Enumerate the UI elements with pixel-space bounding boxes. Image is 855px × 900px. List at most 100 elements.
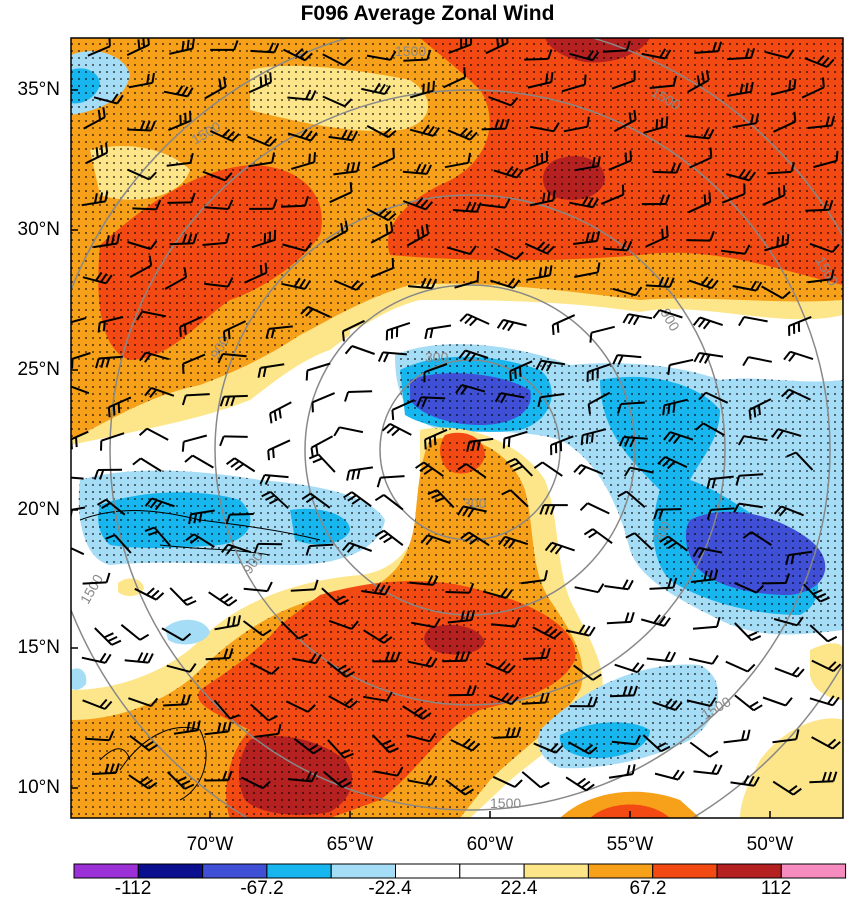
- wind-barb: [371, 734, 399, 754]
- wind-barb: [333, 161, 361, 176]
- wind-barb: [447, 609, 476, 624]
- wind-barb: [612, 354, 642, 366]
- wind-barb: [136, 310, 166, 321]
- wind-barb: [210, 40, 239, 51]
- wind-barb: [144, 526, 171, 547]
- wind-barb: [667, 358, 694, 376]
- wind-barb: [613, 109, 637, 133]
- wind-barb: [442, 651, 471, 663]
- plot-frame: [70, 37, 844, 819]
- wind-barb: [550, 435, 574, 456]
- wind-barb: [391, 399, 415, 420]
- wind-barb: [457, 463, 487, 479]
- wind-barb: [126, 38, 150, 57]
- map-title: F096 Average Zonal Wind: [300, 2, 555, 25]
- colorbar-swatch: [716, 863, 782, 879]
- wind-barb: [687, 192, 712, 214]
- wind-barb: [219, 435, 248, 447]
- wind-barb: [804, 54, 835, 68]
- wind-barb: [485, 38, 509, 55]
- longitude-label: 70°W: [186, 834, 234, 855]
- wind-barb: [283, 47, 313, 62]
- colorbar-tick-label: -67.2: [240, 878, 284, 899]
- wind-barb: [663, 431, 694, 444]
- colorbar-swatch: [652, 863, 718, 879]
- wind-barb: [640, 614, 671, 627]
- wind-barb: [773, 111, 797, 133]
- wind-barb: [603, 240, 633, 252]
- wind-barb: [285, 700, 316, 713]
- wind-barb: [520, 570, 548, 585]
- wind-barb: [202, 170, 233, 182]
- wind-barb: [544, 541, 575, 555]
- wind-barb: [406, 732, 437, 743]
- wind-barb: [333, 426, 364, 437]
- wind-barb: [328, 129, 358, 142]
- wind-barb: [94, 627, 122, 646]
- wind-barb: [809, 624, 838, 643]
- wind-barb: [689, 741, 719, 758]
- wind-barb: [446, 245, 477, 255]
- wind-barb: [280, 195, 309, 208]
- wind-barb: [573, 463, 604, 475]
- wind-barb: [533, 461, 563, 477]
- wind-barb: [761, 285, 791, 300]
- wind-barb: [173, 720, 201, 735]
- wind-barb: [169, 38, 195, 55]
- wind-barb: [222, 320, 247, 342]
- wind-barb: [690, 569, 719, 583]
- wind-barb: [734, 581, 765, 594]
- wind-barb: [281, 277, 312, 290]
- wind-barb: [602, 40, 631, 53]
- wind-barb: [293, 738, 323, 755]
- wind-barb: [498, 535, 529, 549]
- wind-barb: [732, 113, 760, 129]
- wind-barb: [811, 659, 842, 672]
- wind-barb: [328, 695, 358, 709]
- wind-barb: [250, 42, 280, 54]
- wind-barb: [649, 577, 678, 590]
- wind-barb: [809, 771, 838, 784]
- wind-barb: [524, 150, 549, 171]
- wind-barb: [344, 345, 375, 355]
- colorbar-swatch: [73, 863, 139, 879]
- wind-barb: [423, 363, 448, 383]
- wind-barb: [457, 505, 487, 518]
- wind-barb: [214, 615, 241, 631]
- wind-barb: [287, 89, 317, 101]
- wind-barb: [204, 277, 234, 288]
- wind-barb: [305, 543, 334, 556]
- wind-barb: [773, 616, 804, 627]
- wind-barb: [725, 660, 756, 673]
- wind-barb: [561, 74, 587, 93]
- wind-barb: [248, 152, 276, 168]
- wind-barb: [652, 162, 682, 174]
- wind-barb: [524, 49, 553, 61]
- wind-barb: [445, 583, 475, 594]
- wind-barb: [241, 776, 271, 790]
- wind-barb: [565, 776, 595, 792]
- wind-barb: [807, 115, 836, 129]
- field-se-yellow: [740, 718, 843, 818]
- wind-barb: [527, 72, 554, 89]
- wind-barb: [688, 654, 719, 665]
- wind-barb: [445, 779, 475, 796]
- wind-barb: [783, 350, 814, 362]
- wind-barb: [454, 270, 480, 289]
- wind-barb: [287, 771, 318, 783]
- wind-barb: [490, 277, 521, 289]
- wind-barb: [251, 229, 277, 249]
- wind-barb: [780, 388, 811, 401]
- field-east-yellow-edge: [810, 643, 843, 700]
- wind-barb: [81, 191, 109, 207]
- wind-barb: [706, 507, 735, 520]
- wind-barb: [300, 305, 331, 318]
- wind-barb: [409, 574, 439, 586]
- wind-barb: [163, 694, 191, 707]
- latitude-label: 10°N: [17, 777, 60, 798]
- wind-barb: [343, 491, 372, 508]
- wind-barb: [249, 198, 278, 210]
- wind-barb: [452, 201, 482, 213]
- field-small-blob-1: [165, 619, 210, 645]
- colorbar-swatch: [202, 863, 268, 879]
